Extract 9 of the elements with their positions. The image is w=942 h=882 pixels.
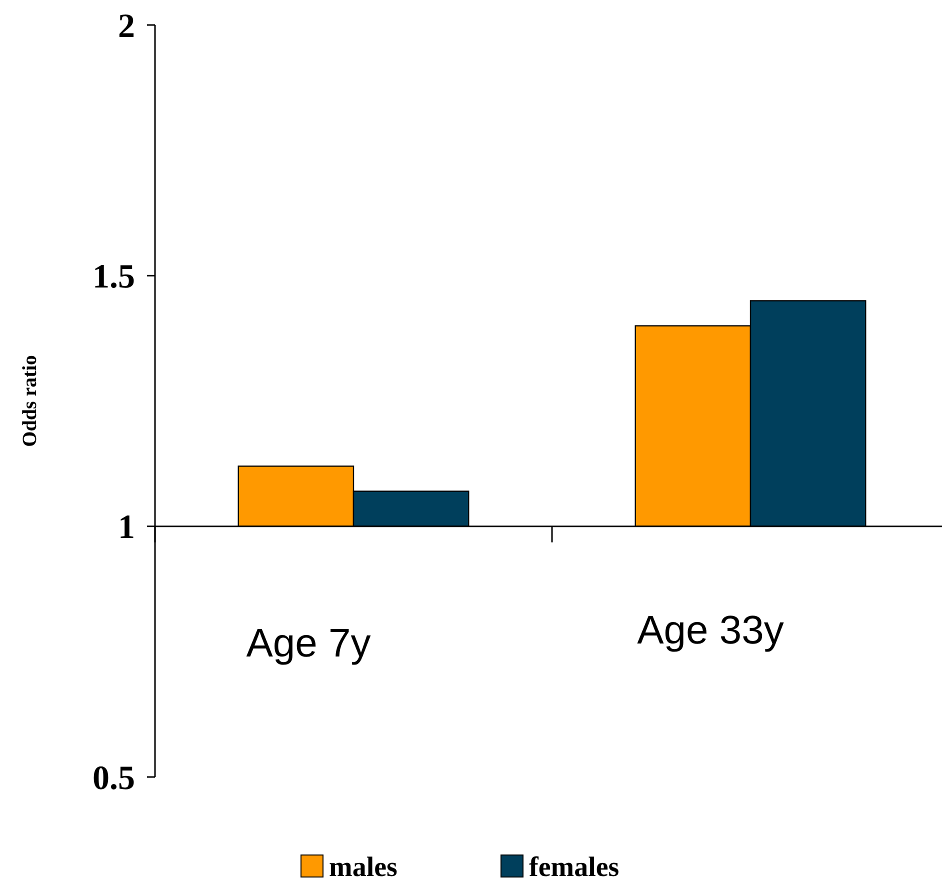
x-tick-label: Age 33y xyxy=(637,608,784,652)
x-tick-label: Age 7y xyxy=(246,621,371,666)
legend-label: males xyxy=(329,852,398,882)
legend-label: females xyxy=(529,852,620,882)
y-tick-label: 0.5 xyxy=(92,760,135,797)
y-tick-label: 1 xyxy=(118,509,135,546)
y-tick-label: 1.5 xyxy=(92,258,135,296)
y-tick-label: 2 xyxy=(118,8,135,45)
y-axis-title: Odds ratio xyxy=(19,355,41,447)
